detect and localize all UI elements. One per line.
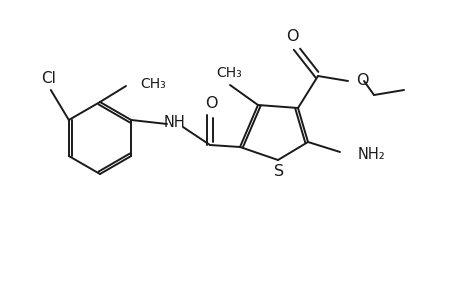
Text: NH: NH [164, 115, 185, 130]
Text: S: S [274, 164, 284, 179]
Text: NH₂: NH₂ [357, 146, 385, 161]
Text: Cl: Cl [41, 70, 56, 86]
Text: O: O [285, 28, 297, 44]
Text: CH₃: CH₃ [216, 66, 241, 80]
Text: O: O [204, 95, 217, 110]
Text: CH₃: CH₃ [140, 77, 165, 91]
Text: O: O [355, 73, 368, 88]
